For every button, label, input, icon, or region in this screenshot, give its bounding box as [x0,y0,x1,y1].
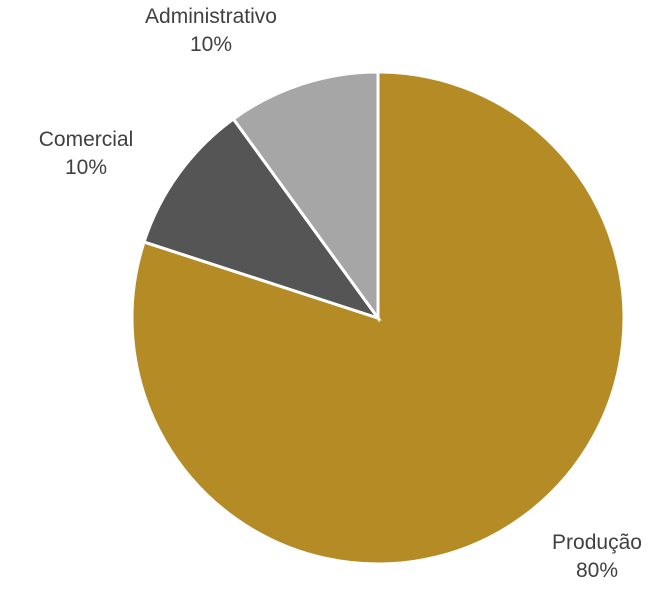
data-label-category: Administrativo [145,5,277,28]
data-label-category: Produção [552,531,642,554]
pie-data-labels: Produção 80% Comercial 10% Administrativo 10% [39,5,642,582]
data-label-value: 80% [576,559,618,582]
data-label-value: 10% [190,33,232,56]
data-label-category: Comercial [39,128,134,151]
pie-slice-producao [130,70,626,566]
pie-slices [130,70,626,566]
data-label-value: 10% [65,156,107,179]
pie-slice-administrativo [231,70,380,323]
pie-slice-comercial [142,116,382,321]
